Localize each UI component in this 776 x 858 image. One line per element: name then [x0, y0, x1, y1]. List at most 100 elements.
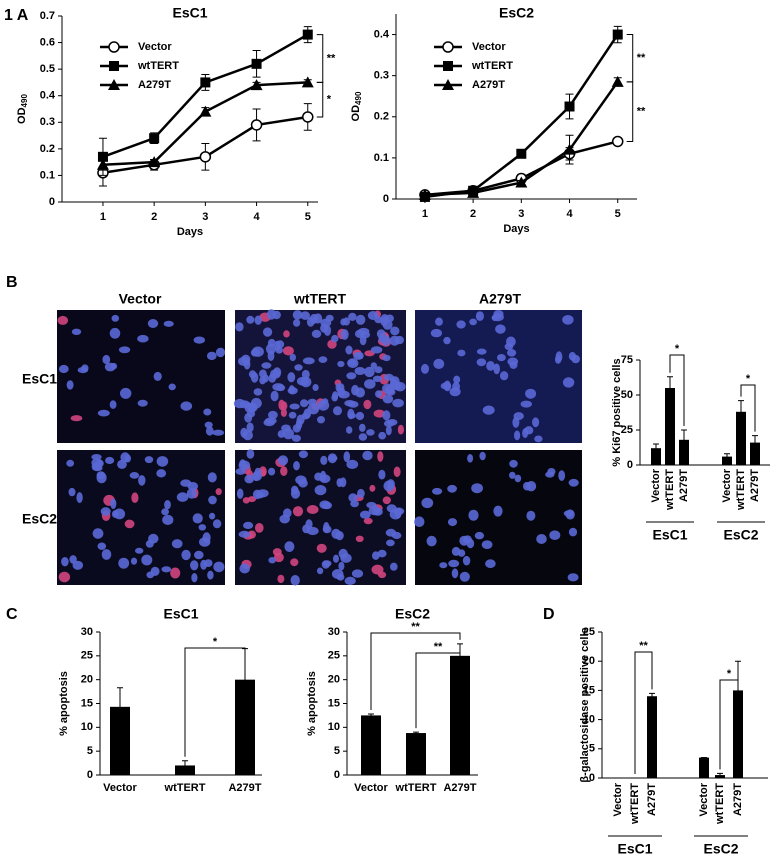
- marker: [251, 58, 262, 69]
- cell: [244, 474, 254, 484]
- y-tick-label: 25: [583, 626, 595, 638]
- cell: [509, 459, 518, 468]
- cell: [568, 351, 577, 361]
- cell: [203, 408, 212, 416]
- cell: [61, 557, 69, 567]
- cell: [347, 359, 357, 366]
- y-tick-label: 0.6: [40, 36, 55, 48]
- cell: [212, 519, 222, 529]
- cell: [481, 540, 493, 549]
- cell: [385, 425, 392, 436]
- cell: [391, 531, 402, 540]
- cell: [338, 561, 345, 571]
- cell: [162, 514, 174, 526]
- y-tick-label: 0: [383, 193, 389, 205]
- cell: [346, 372, 357, 380]
- cell: [187, 482, 199, 491]
- cell: [536, 534, 547, 544]
- cell: [448, 559, 460, 568]
- cell: [385, 388, 396, 396]
- x-tick-label: Vector: [354, 782, 388, 794]
- y-tick-label: 0.2: [374, 111, 389, 123]
- cell: [370, 362, 377, 369]
- cell: [69, 555, 77, 564]
- cell: [562, 315, 574, 325]
- bar: [699, 757, 709, 778]
- cell: [520, 400, 532, 408]
- bar: [647, 696, 657, 778]
- x-tick-label: A279T: [678, 469, 690, 502]
- cell: [233, 398, 246, 409]
- cell: [280, 408, 287, 417]
- cell: [253, 388, 263, 396]
- cell: [316, 567, 324, 575]
- cell: [283, 330, 290, 338]
- cell: [289, 353, 296, 362]
- cell: [332, 391, 339, 400]
- cell: [362, 450, 373, 461]
- cell: [378, 431, 387, 440]
- y-tick-label: 20: [328, 674, 340, 686]
- cell: [246, 422, 254, 433]
- error-bar: [738, 400, 744, 423]
- cell: [317, 416, 325, 424]
- cell: [268, 557, 277, 564]
- cell: [421, 497, 434, 509]
- marker: [149, 133, 160, 144]
- cell: [281, 401, 288, 411]
- micrograph: [233, 309, 406, 443]
- cell: [300, 399, 309, 408]
- marker: [418, 188, 431, 200]
- panel-label: 1 A: [4, 7, 29, 24]
- cell: [514, 474, 522, 483]
- cell: [204, 559, 213, 567]
- y-tick-label: 15: [328, 697, 340, 709]
- cell: [209, 512, 216, 520]
- cell: [176, 492, 189, 502]
- chart-title: EsC2: [395, 606, 430, 622]
- cell: [120, 387, 132, 399]
- chart-title: EsC1: [172, 5, 207, 21]
- x-tick-label: 1: [422, 208, 428, 220]
- marker: [564, 101, 575, 112]
- panel-label: B: [6, 274, 18, 291]
- cell: [344, 400, 356, 407]
- micrograph: [57, 450, 225, 585]
- cell: [306, 505, 319, 514]
- x-tick-label: wtTERT: [629, 783, 641, 825]
- cell: [459, 571, 470, 582]
- series-line: [424, 33, 619, 199]
- cell: [374, 366, 383, 374]
- cell: [358, 433, 368, 441]
- cell: [213, 561, 225, 573]
- cell: [137, 334, 149, 343]
- cell: [344, 576, 356, 586]
- y-tick-label: 10: [81, 721, 93, 733]
- cell: [514, 430, 521, 441]
- x-tick-label: Vector: [103, 782, 137, 794]
- cell: [181, 549, 191, 561]
- cell: [495, 324, 506, 334]
- x-tick-label: 5: [615, 208, 621, 220]
- cell: [100, 507, 111, 516]
- x-tick-label: 1: [100, 211, 106, 223]
- legend-marker: [109, 61, 119, 71]
- micrograph: [57, 310, 226, 443]
- bar: [736, 411, 746, 465]
- cell: [456, 320, 466, 329]
- y-axis-label: OD490: [16, 94, 29, 124]
- x-tick-label: Vector: [721, 468, 733, 502]
- cell: [364, 366, 375, 378]
- cell: [372, 375, 383, 382]
- cell: [363, 399, 372, 410]
- error-bar: [182, 760, 188, 771]
- cell: [156, 469, 167, 478]
- y-tick-label: 10: [328, 721, 340, 733]
- chart-title: EsC1: [163, 606, 198, 622]
- marker: [96, 158, 109, 170]
- cell: [314, 472, 323, 481]
- cell: [193, 336, 205, 344]
- y-axis-label-main: OD: [16, 107, 28, 124]
- marker: [612, 29, 623, 40]
- cell: [382, 410, 391, 421]
